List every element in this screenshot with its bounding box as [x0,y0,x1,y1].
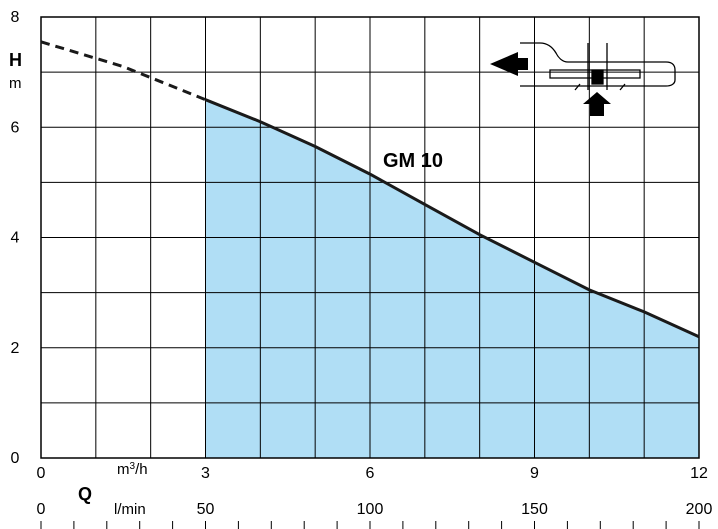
curve-dashed-segment [40,40,207,102]
plot-frame [40,16,700,459]
y-axis-unit: m [9,75,22,92]
y-axis-label: H [9,50,22,70]
y-tick-label: 0 [11,450,20,467]
x-axis-label: Q [78,484,92,504]
x-tick-label-secondary: 100 [357,501,384,518]
pump-installation-diagram-icon [490,42,676,116]
operating-area-fill [205,99,699,458]
axis-ticks [40,521,700,529]
x-tick-label: 0 [37,465,46,482]
y-tick-label: 4 [11,230,20,247]
x-tick-label-secondary: 150 [521,501,548,518]
x-tick-label-secondary: 200 [686,501,713,518]
x-tick-label: 6 [366,465,375,482]
series-label: GM 10 [383,150,443,172]
x-axis-unit-primary: m3/h [117,461,148,479]
x-tick-label: 12 [690,465,708,482]
y-tick-label: 6 [11,119,20,136]
curve-solid-segment [204,98,700,339]
x-tick-label: 3 [201,465,210,482]
x-axis-unit-secondary: l/min [114,501,146,518]
x-tick-label-secondary: 50 [197,501,215,518]
y-tick-label: 2 [11,340,20,357]
x-tick-label: 9 [530,465,539,482]
x-tick-label-secondary: 0 [37,501,46,518]
y-tick-label: 8 [11,9,20,26]
